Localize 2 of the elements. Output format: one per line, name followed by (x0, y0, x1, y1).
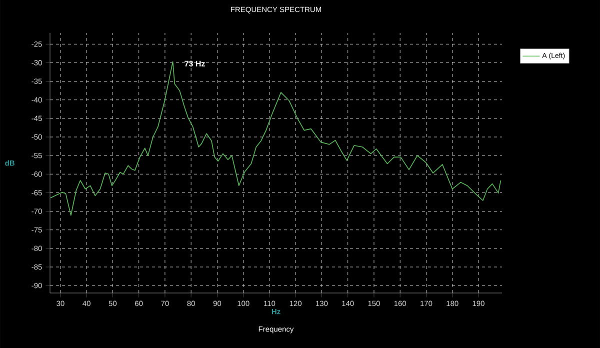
annotation: 73 Hz (184, 60, 205, 66)
line-series (50, 61, 502, 216)
